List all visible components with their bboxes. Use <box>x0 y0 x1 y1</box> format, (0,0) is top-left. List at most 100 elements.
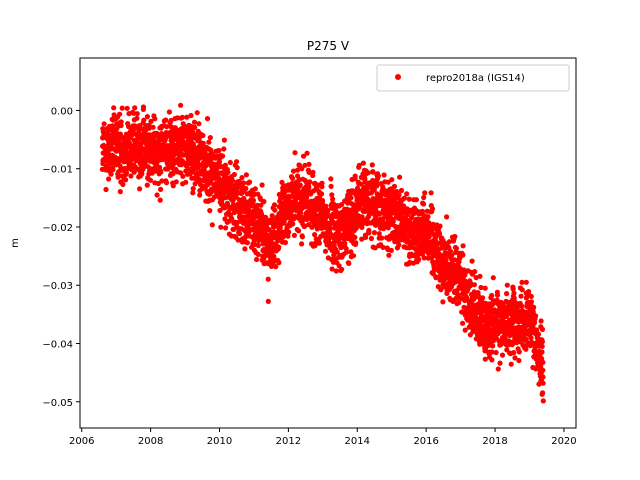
data-point <box>459 309 465 315</box>
data-point <box>506 338 512 344</box>
data-point <box>539 349 545 355</box>
data-point <box>339 266 345 272</box>
data-point <box>200 140 206 146</box>
y-tick-label: −0.05 <box>42 398 73 409</box>
data-point <box>490 275 496 281</box>
y-tick-label: −0.01 <box>42 165 73 176</box>
data-point <box>460 320 466 326</box>
data-point <box>533 313 539 319</box>
data-point <box>377 211 383 217</box>
data-point <box>179 114 185 120</box>
data-point <box>316 240 322 246</box>
data-point <box>489 357 495 363</box>
data-point <box>115 174 121 180</box>
data-point <box>370 169 376 175</box>
data-point <box>443 257 449 263</box>
data-point <box>366 227 372 233</box>
data-point <box>378 195 384 201</box>
data-point <box>306 169 312 175</box>
data-point <box>471 296 477 302</box>
data-point <box>221 137 227 143</box>
data-point <box>478 284 484 291</box>
data-point <box>469 258 475 264</box>
data-point <box>449 252 455 258</box>
data-point <box>241 197 247 203</box>
data-point <box>229 178 235 184</box>
data-point <box>352 234 358 240</box>
x-tick-label: 2006 <box>69 436 94 447</box>
data-point <box>222 162 228 168</box>
data-point <box>244 240 250 246</box>
data-point <box>419 208 426 214</box>
data-point <box>223 225 229 231</box>
data-point <box>540 398 546 404</box>
data-point <box>159 178 165 184</box>
y-tick-label: −0.02 <box>42 223 73 234</box>
data-point <box>401 195 407 201</box>
data-point <box>497 360 503 366</box>
data-point <box>360 160 366 166</box>
data-point <box>446 239 452 245</box>
data-point <box>385 225 391 231</box>
data-point <box>227 159 233 166</box>
data-point <box>356 162 362 168</box>
legend-label: repro2018a (IGS14) <box>426 73 525 84</box>
x-tick-label: 2020 <box>551 436 576 447</box>
data-point <box>350 253 357 259</box>
data-point <box>275 238 281 244</box>
data-point <box>134 115 140 121</box>
data-point <box>243 185 249 192</box>
data-point <box>271 202 278 208</box>
data-point <box>477 273 483 279</box>
data-point <box>375 173 381 179</box>
data-point <box>207 135 213 141</box>
data-point <box>204 116 211 122</box>
data-point <box>540 367 546 373</box>
data-point <box>147 177 154 183</box>
data-point <box>504 291 510 297</box>
data-point <box>523 279 529 285</box>
data-point <box>327 225 333 231</box>
data-point <box>137 186 143 192</box>
data-point <box>512 355 518 361</box>
data-point <box>322 248 329 254</box>
data-point <box>108 171 114 177</box>
data-point <box>110 167 116 173</box>
data-point <box>216 147 222 154</box>
data-point <box>299 241 305 247</box>
data-point <box>150 124 156 130</box>
data-point <box>152 116 158 122</box>
data-point <box>433 274 439 280</box>
data-point <box>163 117 169 123</box>
data-point <box>363 234 369 240</box>
data-point <box>482 285 488 291</box>
legend-box <box>376 64 570 92</box>
data-point <box>188 112 194 119</box>
data-point <box>246 179 253 185</box>
data-point <box>523 346 529 352</box>
data-point <box>118 122 124 129</box>
data-point <box>239 175 245 181</box>
data-point <box>101 121 107 127</box>
data-point <box>334 249 340 255</box>
data-point <box>518 293 524 299</box>
data-point <box>460 243 466 249</box>
data-point <box>381 172 387 178</box>
data-point <box>302 223 308 229</box>
data-point <box>359 236 365 242</box>
data-point <box>494 292 501 298</box>
data-point <box>272 207 278 213</box>
plot-area-frame <box>79 57 577 429</box>
data-point <box>117 111 123 117</box>
data-point <box>380 244 386 250</box>
data-point <box>428 190 434 196</box>
data-point <box>489 292 495 299</box>
data-point <box>141 117 147 123</box>
data-point <box>323 203 329 209</box>
data-point <box>348 195 354 201</box>
data-point <box>134 111 140 117</box>
data-point <box>328 176 334 182</box>
data-point <box>279 179 285 185</box>
data-point <box>192 181 198 187</box>
data-point <box>319 191 325 197</box>
